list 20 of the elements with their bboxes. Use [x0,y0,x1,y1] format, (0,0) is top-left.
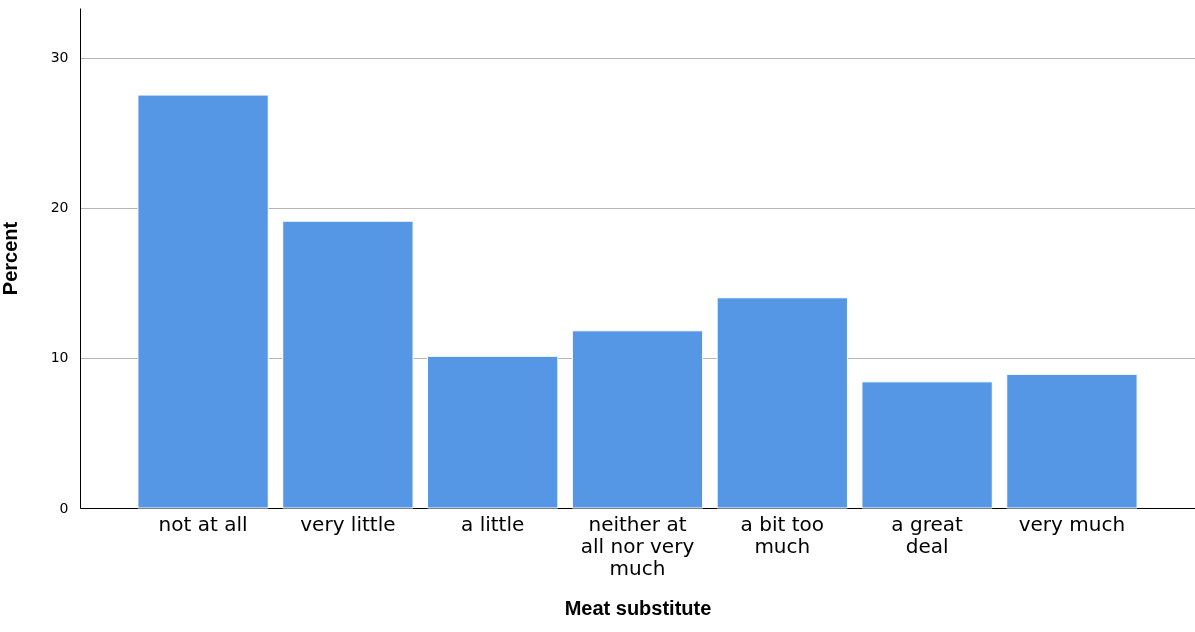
bar [137,94,269,509]
x-tick-label: a great deal [891,511,964,558]
y-tick-label: 20 [50,199,69,216]
bar [282,220,414,509]
y-tick-label: 30 [50,49,69,66]
x-tick-label: neither at all nor very much [580,511,695,580]
y-axis-title: Percent [0,221,21,296]
x-tick-label: a little [461,511,525,536]
y-tick-label: 10 [50,349,69,366]
y-tick-label: 0 [59,499,69,516]
x-tick-label: a bit too much [740,511,824,558]
x-tick-label: not at all [158,511,248,536]
bar [571,330,704,509]
bar [1006,373,1138,509]
bar [861,381,993,509]
bar [427,355,559,509]
x-tick-label: very much [1018,511,1126,536]
bar [716,297,848,509]
x-axis-title: Meat substitute [564,596,712,619]
x-tick-label: very little [300,511,396,536]
